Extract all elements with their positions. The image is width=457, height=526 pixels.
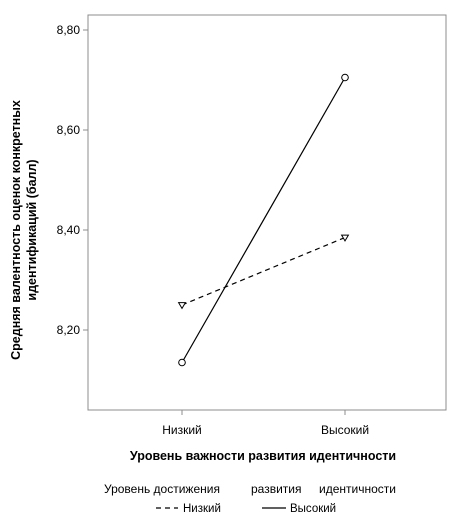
y-tick-label: 8,80: [57, 23, 81, 37]
data-point-triangle: [177, 302, 187, 310]
series-line-low: [181, 236, 346, 306]
legend: Уровень достижения развития идентичности…: [104, 482, 396, 515]
x-tick-label: Высокий: [321, 423, 369, 437]
legend-title-word-2: развития: [251, 482, 302, 496]
legend-label-high: Высокий: [290, 503, 336, 515]
y-axis-title-line-2: идентификаций (балл): [25, 159, 39, 300]
x-tick-label: Низкий: [162, 423, 202, 437]
y-axis-title-line-1: Средняя валентность оценок конкретных: [9, 100, 23, 360]
plot-area: [87, 14, 447, 411]
y-tick-label: 8,20: [57, 323, 81, 337]
series-layer: [177, 73, 350, 367]
legend-title-word-3: идентичности: [319, 482, 396, 496]
data-point-circle: [178, 358, 186, 367]
legend-label-low: Низкий: [183, 503, 221, 515]
legend-title-word-1: Уровень достижения: [104, 482, 220, 496]
y-tick-label: 8,40: [57, 223, 81, 237]
data-point-circle: [341, 73, 349, 82]
x-axis-title: Уровень важности развития идентичности: [130, 449, 396, 463]
y-axis: 8,20 8,40 8,60 8,80: [57, 23, 88, 337]
x-axis: Низкий Высокий: [162, 410, 369, 437]
data-point-triangle: [340, 234, 350, 242]
series-line-high: [181, 77, 346, 363]
y-tick-label: 8,60: [57, 123, 81, 137]
